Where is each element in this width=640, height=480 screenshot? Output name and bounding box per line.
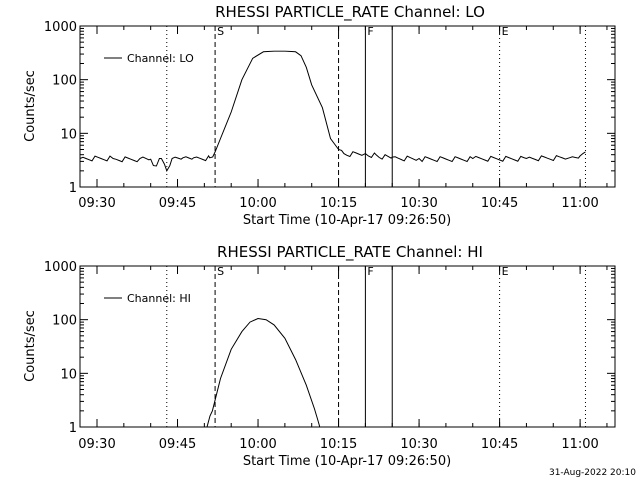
x-tick-label: 09:45 (159, 196, 196, 211)
plot-frame (79, 265, 616, 428)
event-marker-label: F (367, 25, 373, 38)
event-marker-label: E (502, 25, 509, 38)
x-tick-label: 10:15 (320, 437, 357, 452)
x-tick-labels: 09:30 09:45 10:00 10:15 10:30 10:45 11:00 (78, 437, 599, 452)
x-tick-labels: 09:30 09:45 10:00 10:15 10:30 10:45 11:00 (78, 196, 599, 211)
x-axis-label: Start Time (10-Apr-17 09:26:50) (243, 454, 451, 469)
legend: Channel: LO (104, 52, 194, 65)
event-marker-label: F (367, 265, 373, 278)
timestamp: 31-Aug-2022 20:10 (549, 468, 636, 478)
tick-marks (80, 265, 615, 428)
y-tick-label: 10 (60, 367, 77, 382)
event-marker-label: S (217, 265, 224, 278)
x-tick-label: 09:45 (159, 437, 196, 452)
series-line (207, 319, 320, 428)
y-axis-label: Counts/sec (23, 70, 38, 142)
y-tick-label: 10 (60, 127, 77, 142)
x-tick-label: 10:45 (481, 196, 518, 211)
legend: Channel: HI (104, 292, 191, 305)
chart-title: RHESSI PARTICLE_RATE Channel: LO (215, 3, 485, 22)
tick-marks (80, 25, 615, 188)
y-tick-label: 1000 (44, 260, 77, 275)
series-layer (80, 51, 586, 171)
event-marker-label: S (217, 25, 224, 38)
y-tick-label: 100 (52, 314, 77, 329)
x-tick-label: 11:00 (561, 437, 598, 452)
x-tick-label: 10:00 (239, 437, 276, 452)
x-tick-label: 10:30 (400, 437, 437, 452)
x-tick-label: 09:30 (78, 437, 115, 452)
y-tick-label: 1 (69, 421, 77, 436)
y-tick-labels: 1 10 100 1000 (44, 20, 77, 196)
series-layer (207, 319, 320, 428)
chart-title: RHESSI PARTICLE_RATE Channel: HI (217, 243, 483, 262)
y-tick-label: 1000 (44, 20, 77, 35)
chart-panel-lo: RHESSI PARTICLE_RATE Channel: LO S F E Cha… (23, 3, 616, 228)
y-tick-label: 1 (69, 181, 77, 196)
x-tick-label: 10:30 (400, 196, 437, 211)
chart-panel-hi: RHESSI PARTICLE_RATE Channel: HI S F E Cha… (23, 243, 616, 469)
x-tick-label: 10:15 (320, 196, 357, 211)
x-tick-label: 10:45 (481, 437, 518, 452)
legend-label: Channel: LO (127, 52, 194, 65)
x-tick-label: 10:00 (239, 196, 276, 211)
event-marker-label: E (502, 265, 509, 278)
y-tick-label: 100 (52, 74, 77, 89)
y-tick-labels: 1 10 100 1000 (44, 260, 77, 436)
y-axis-label: Counts/sec (23, 310, 38, 382)
legend-label: Channel: HI (127, 292, 191, 305)
plot-frame (79, 25, 616, 188)
x-tick-label: 09:30 (78, 196, 115, 211)
x-axis-label: Start Time (10-Apr-17 09:26:50) (243, 213, 451, 228)
x-tick-label: 11:00 (561, 196, 598, 211)
series-line (80, 51, 586, 171)
